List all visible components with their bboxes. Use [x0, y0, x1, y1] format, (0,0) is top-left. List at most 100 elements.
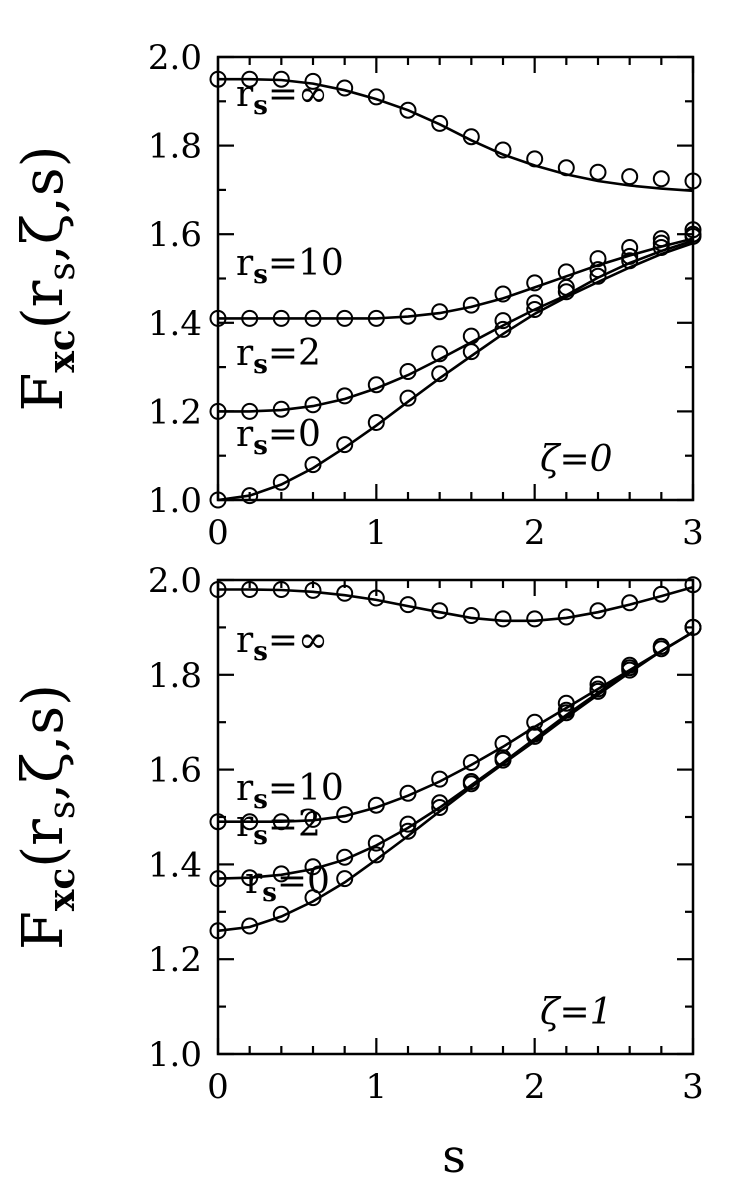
data-point	[431, 114, 449, 132]
data-point	[652, 230, 670, 248]
series-label: rs=0	[236, 414, 321, 461]
data-point	[304, 396, 322, 414]
data-point	[399, 363, 417, 380]
data-point	[526, 274, 544, 292]
data-point	[367, 796, 385, 814]
data-point	[272, 473, 290, 491]
data-point	[557, 283, 575, 301]
data-point	[272, 309, 290, 327]
data-point	[399, 815, 417, 833]
data-point	[652, 585, 670, 603]
y-tick-label: 1.4	[148, 304, 202, 344]
data-point	[652, 234, 670, 252]
y-tick-label: 1.6	[148, 215, 202, 255]
data-point	[557, 278, 575, 296]
x-tick-label: 2	[524, 1067, 546, 1107]
data-point	[304, 858, 322, 876]
x-tick-label: 1	[366, 1067, 388, 1107]
data-point	[399, 101, 417, 119]
series-line	[217, 630, 694, 880]
y-axis-label: Fxc(rs,ζ,s)	[11, 684, 83, 950]
data-point	[241, 917, 259, 935]
data-point	[272, 400, 290, 418]
data-point	[557, 159, 575, 177]
data-point	[589, 261, 607, 279]
data-point	[652, 239, 670, 256]
data-point	[589, 267, 607, 285]
y-tick-label: 1.4	[148, 845, 202, 885]
data-point	[526, 610, 544, 628]
data-point	[367, 834, 385, 852]
data-point	[209, 491, 227, 509]
panel-label: ζ=0	[540, 439, 613, 480]
series-0	[209, 576, 702, 628]
x-axis-label: s	[442, 1129, 466, 1183]
data-point	[431, 365, 449, 383]
series-2	[209, 225, 702, 420]
data-point	[462, 607, 480, 624]
data-point	[494, 285, 512, 303]
data-point	[336, 387, 354, 405]
data-point	[209, 813, 227, 831]
series-line	[218, 630, 694, 823]
data-point	[209, 581, 227, 598]
y-tick-label: 1.0	[148, 1035, 202, 1075]
data-point	[557, 694, 575, 712]
data-point	[367, 376, 385, 394]
data-point	[336, 309, 354, 327]
data-point	[241, 813, 259, 831]
data-point	[272, 581, 290, 598]
data-point	[399, 596, 417, 614]
data-point	[462, 343, 480, 361]
data-point	[589, 250, 607, 268]
series-line	[218, 77, 694, 193]
data-point	[272, 70, 290, 88]
y-tick-label: 2.0	[148, 561, 202, 601]
y-tick-label: 1.0	[148, 481, 202, 521]
data-point	[209, 922, 227, 940]
data-point	[272, 865, 290, 883]
data-point	[621, 252, 639, 270]
data-point	[557, 704, 575, 722]
y-tick-label: 1.8	[148, 656, 202, 696]
data-point	[431, 770, 449, 788]
data-point	[652, 170, 670, 188]
data-point	[336, 584, 354, 602]
data-point	[272, 813, 290, 831]
data-point	[367, 846, 385, 864]
series-label: rs=∞	[236, 74, 328, 121]
data-point	[652, 640, 670, 658]
data-point	[526, 294, 544, 312]
x-tick-label: 3	[682, 1067, 704, 1107]
data-point	[526, 727, 544, 745]
series-3	[209, 618, 702, 940]
data-point	[241, 309, 259, 327]
data-point	[367, 88, 385, 106]
y-tick-label: 2.0	[148, 38, 202, 78]
data-point	[621, 661, 639, 679]
panel-zeta-1: 1.0 1.2 1.4 1.6 1.8 2.0 0 1 2 3 Fxc(rs,ζ,s) rs=∞ rs=…	[11, 561, 704, 1107]
y-axis-label: Fxc(rs,ζ,s)	[11, 146, 83, 412]
data-point	[336, 870, 354, 888]
data-point	[589, 682, 607, 700]
series-3	[209, 227, 702, 509]
data-point	[209, 402, 227, 420]
data-point	[304, 72, 322, 90]
data-point	[336, 848, 354, 866]
data-point	[336, 79, 354, 97]
data-point	[462, 754, 480, 771]
y-tick-label: 1.2	[148, 940, 202, 980]
data-point	[462, 775, 480, 793]
data-point	[367, 589, 385, 607]
data-point	[241, 487, 259, 505]
data-point	[494, 141, 512, 159]
data-point	[399, 307, 417, 325]
data-point	[209, 870, 227, 888]
data-point	[684, 221, 702, 239]
data-point	[684, 172, 702, 190]
data-point	[431, 303, 449, 321]
series-0	[209, 70, 702, 193]
data-point	[304, 309, 322, 327]
x-tick-label: 0	[207, 1067, 229, 1107]
series-label: rs=2	[236, 804, 321, 851]
